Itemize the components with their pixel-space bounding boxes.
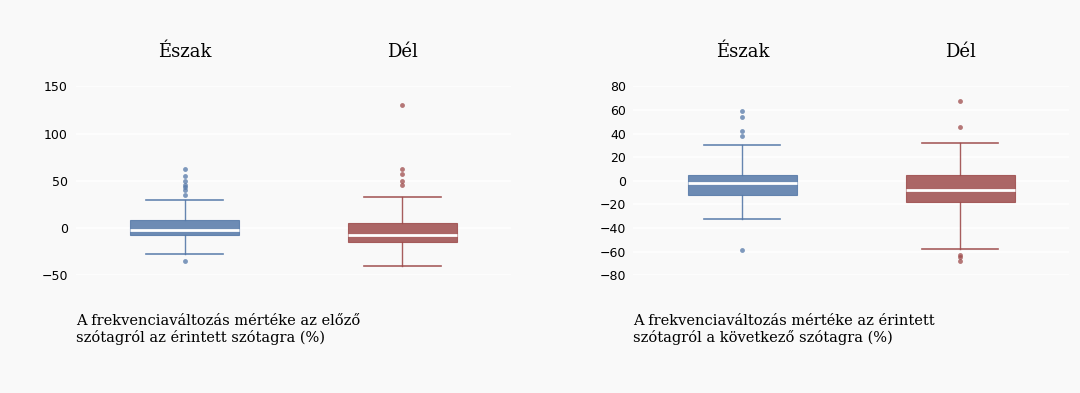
Text: Észak: Észak	[716, 44, 769, 61]
Bar	[130, 220, 239, 235]
Bar	[348, 223, 457, 242]
Bar	[688, 175, 797, 195]
Text: Észak: Észak	[158, 44, 212, 61]
Text: Dél: Dél	[387, 44, 418, 61]
Text: A frekvenciaváltozás mértéke az érintett
szótagról a következő szótagra (%): A frekvenciaváltozás mértéke az érintett…	[633, 314, 935, 345]
Text: A frekvenciaváltozás mértéke az előző
szótagról az érintett szótagra (%): A frekvenciaváltozás mértéke az előző sz…	[76, 314, 360, 345]
Bar	[906, 175, 1015, 202]
Text: Dél: Dél	[945, 44, 975, 61]
